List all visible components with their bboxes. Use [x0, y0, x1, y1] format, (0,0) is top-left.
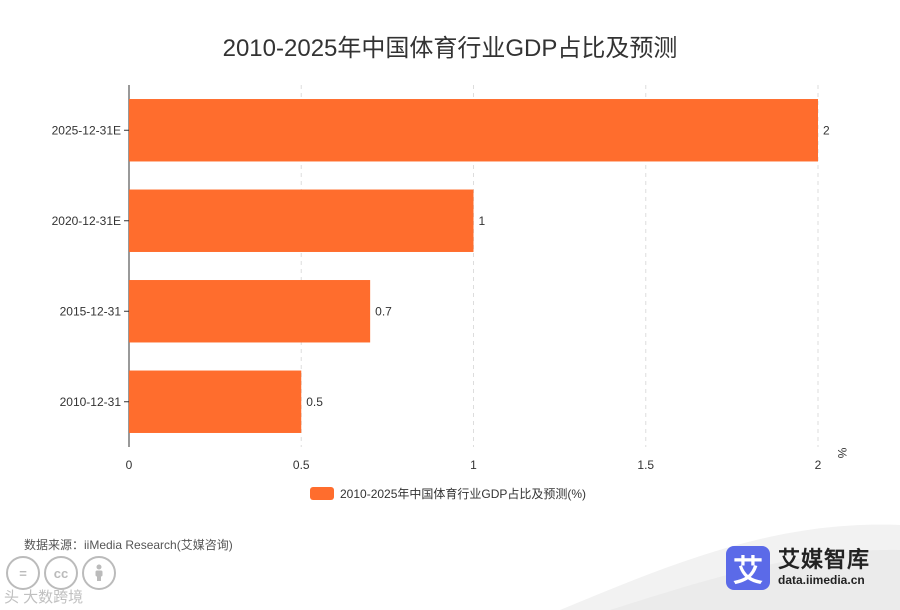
attribution-person-icon [82, 556, 116, 590]
legend-swatch [310, 486, 334, 500]
data-label: 2 [823, 123, 830, 137]
y-tick-label: 2025-12-31E [52, 123, 121, 137]
legend[interactable]: 2010-2025年中国体育行业GDP占比及预测(%) [310, 485, 586, 501]
brand-logo-icon: 艾 [726, 546, 770, 590]
x-tick-label: 1 [470, 458, 477, 472]
data-label: 0.5 [306, 395, 323, 409]
bar [129, 189, 474, 252]
brand-url: data.iimedia.cn [778, 573, 865, 587]
x-axis-label: % [835, 448, 849, 459]
legend-label: 2010-2025年中国体育行业GDP占比及预测(%) [340, 486, 587, 501]
data-source: 数据来源：iiMedia Research(艾媒咨询) [24, 538, 233, 552]
y-tick-label: 2020-12-31E [52, 214, 121, 228]
data-label: 0.7 [375, 304, 392, 318]
x-tick-label: 0.5 [293, 458, 310, 472]
creative-commons-icon: cc [44, 556, 78, 590]
brand-block: 艾 艾媒智库 data.iimedia.cn [726, 546, 870, 590]
license-icons: = cc [6, 556, 116, 590]
chart-title: 2010-2025年中国体育行业GDP占比及预测 [222, 35, 678, 62]
bar [129, 370, 302, 433]
y-tick-label: 2015-12-31 [60, 304, 122, 318]
x-tick-label: 0 [126, 458, 133, 472]
watermark: 头 大数跨境 [4, 589, 84, 606]
x-tick-label: 2 [815, 458, 822, 472]
data-label: 1 [479, 214, 486, 228]
brand-name: 艾媒智库 [778, 547, 871, 572]
y-tick-label: 2010-12-31 [60, 395, 122, 409]
no-derivatives-icon: = [6, 556, 40, 590]
bar [129, 280, 371, 343]
x-tick-label: 1.5 [637, 458, 654, 472]
bar [129, 99, 818, 162]
